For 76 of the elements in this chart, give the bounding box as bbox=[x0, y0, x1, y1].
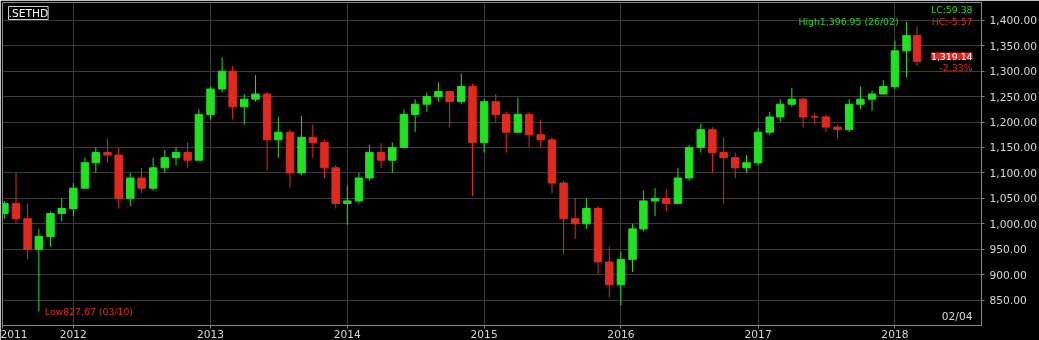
candlestick bbox=[91, 146, 101, 174]
candlestick bbox=[798, 97, 808, 128]
y-tick-label: 1,250.00 bbox=[989, 90, 1038, 104]
x-tick-label: 2012 bbox=[59, 327, 87, 340]
candlestick bbox=[251, 74, 260, 103]
candlestick bbox=[137, 167, 146, 194]
candlestick bbox=[524, 111, 534, 148]
y-tick-label: 1,350.00 bbox=[989, 39, 1038, 53]
y-tick-label: 1,050.00 bbox=[989, 192, 1038, 206]
candlestick bbox=[902, 21, 911, 78]
candlestick bbox=[308, 124, 318, 159]
candlestick bbox=[57, 197, 66, 222]
candlestick bbox=[662, 188, 671, 212]
candlestick bbox=[765, 111, 774, 136]
candlestick bbox=[126, 172, 135, 207]
candlestick bbox=[457, 73, 466, 105]
candlestick bbox=[240, 93, 249, 126]
annotation: 1,319.14 bbox=[930, 50, 973, 62]
candlestick bbox=[46, 211, 55, 248]
y-tick-label: 1,300.00 bbox=[989, 65, 1038, 79]
annotation: -2.33% bbox=[939, 61, 973, 73]
candlestick bbox=[11, 172, 21, 225]
candlestick bbox=[787, 87, 797, 108]
candlestick bbox=[183, 141, 192, 169]
annotation: 02/04 bbox=[941, 309, 973, 323]
candlestick bbox=[171, 146, 181, 166]
candlestick bbox=[513, 97, 523, 133]
candlestick bbox=[148, 157, 158, 192]
candlestick bbox=[867, 90, 877, 112]
x-tick-label: 2015 bbox=[470, 327, 498, 340]
x-tick-label: 2016 bbox=[607, 327, 635, 340]
annotation: HC:-5.57 bbox=[931, 15, 973, 27]
x-tick-label: 2013 bbox=[196, 327, 225, 340]
candlestick bbox=[422, 92, 432, 113]
candlestick bbox=[343, 185, 352, 226]
candlestick bbox=[708, 126, 717, 174]
y-tick-label: 1,200.00 bbox=[989, 116, 1038, 130]
candlestick bbox=[376, 142, 386, 169]
candlestick bbox=[501, 111, 511, 154]
chart-title: .SETHD bbox=[8, 6, 49, 20]
candlestick bbox=[445, 90, 454, 128]
candlestick bbox=[856, 85, 865, 110]
x-tick-label: 2017 bbox=[744, 327, 772, 340]
x-tick-label: 2018 bbox=[881, 327, 909, 340]
annotation: High1,396.95 (26/02) bbox=[798, 16, 899, 28]
candlestick bbox=[388, 141, 397, 174]
candlestick bbox=[719, 136, 728, 204]
x-tick-label: 2011 bbox=[0, 327, 28, 340]
candlestick bbox=[69, 182, 78, 217]
candlestick bbox=[274, 116, 283, 159]
candlestick bbox=[605, 246, 614, 299]
y-tick-label: 1,000.00 bbox=[989, 217, 1038, 231]
candlestick bbox=[354, 172, 364, 204]
candlestick bbox=[434, 81, 443, 103]
y-tick-label: 950.00 bbox=[989, 243, 1028, 257]
x-tick-label: 2014 bbox=[333, 327, 362, 340]
candlestick bbox=[217, 56, 227, 94]
candlestick bbox=[491, 93, 500, 123]
candlestick bbox=[34, 228, 44, 312]
y-tick-label: 850.00 bbox=[989, 294, 1028, 308]
y-tick-label: 1,150.00 bbox=[989, 141, 1038, 155]
y-tick-label: 900.00 bbox=[989, 268, 1028, 282]
candlestick bbox=[536, 118, 545, 148]
candlestick bbox=[410, 98, 420, 133]
candlestick bbox=[160, 149, 170, 174]
candlestick bbox=[582, 197, 591, 230]
candlestick bbox=[650, 187, 660, 217]
y-tick-label: 1,100.00 bbox=[989, 166, 1038, 180]
candlestick bbox=[103, 137, 112, 164]
candlestick bbox=[775, 98, 785, 123]
candlestick bbox=[696, 123, 706, 154]
annotation: LC:59.38 bbox=[930, 3, 973, 15]
candlestick bbox=[731, 152, 740, 179]
annotation: Low827.67 (03/10) bbox=[44, 305, 133, 317]
y-tick-label: 1,400.00 bbox=[989, 14, 1038, 28]
candlestick bbox=[570, 197, 580, 240]
